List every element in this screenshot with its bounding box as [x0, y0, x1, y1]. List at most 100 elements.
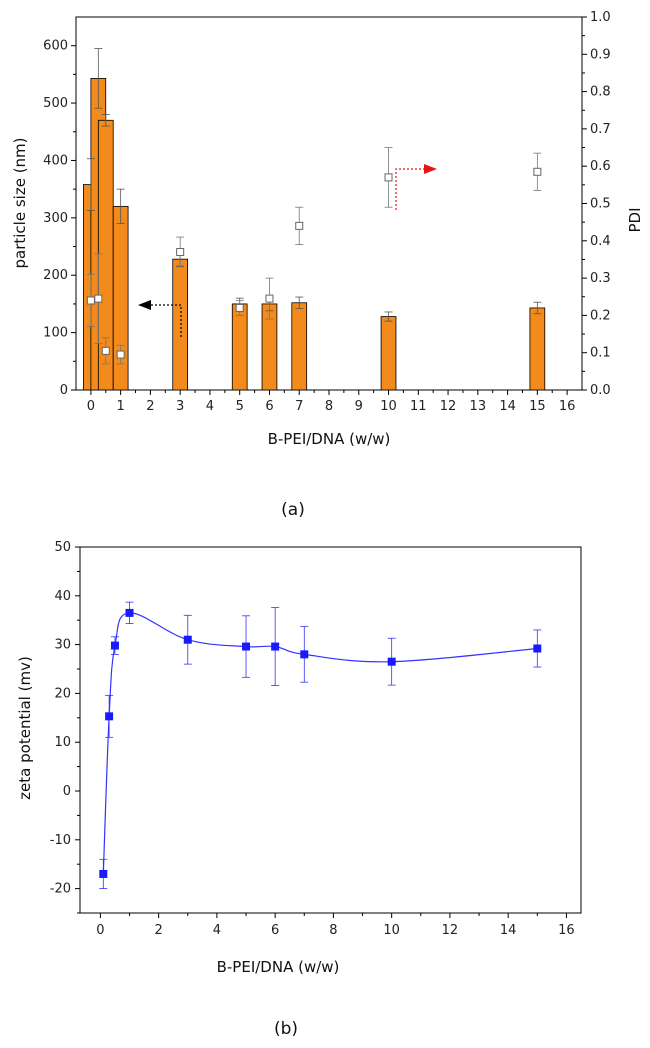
zeta-point [183, 635, 192, 644]
y-tick-label: 20 [54, 686, 71, 701]
zeta-points [99, 608, 542, 878]
y2-tick-label: 0.0 [590, 383, 611, 398]
x-tick-label: 12 [440, 399, 457, 414]
pdi-point [86, 296, 95, 305]
y-tick-label: -20 [50, 882, 71, 897]
panel-a-y-axis-label: particle size (nm) [11, 137, 29, 268]
x-tick-label: 16 [559, 399, 576, 414]
panel-b-x-axis-label: B-PEI/DNA (w/w) [217, 958, 340, 976]
panel-b-x-ticks: 0 2 4 6 8 10 12 14 16 [96, 913, 575, 938]
panel-a-plot-frame [75, 16, 583, 391]
particle-size-bars [83, 78, 546, 391]
zeta-fit-curve [102, 612, 538, 874]
x-tick-label: 8 [329, 923, 337, 938]
x-tick-label: 14 [499, 399, 516, 414]
panel-a-x-ticks: 0 1 2 3 4 5 6 7 8 9 10 11 12 13 14 15 16 [87, 390, 576, 414]
y-tick-label: 0 [63, 784, 71, 799]
zeta-point [125, 608, 134, 617]
zeta-point [105, 712, 114, 721]
right-axis-arrow [395, 164, 437, 210]
pdi-point [116, 350, 125, 359]
particle-size-bar [529, 307, 546, 391]
zeta-point [533, 644, 542, 653]
y-tick-label: -10 [50, 833, 71, 848]
x-tick-label: 2 [155, 923, 163, 938]
panel-b-plot-frame [79, 546, 582, 914]
x-tick-label: 11 [410, 399, 427, 414]
panel-a: 0 1 2 3 4 5 6 7 8 9 10 11 12 13 14 15 16 010020030040050… [11, 10, 644, 520]
x-tick-label: 5 [236, 399, 244, 414]
left-arrow-head [138, 300, 151, 310]
x-tick-label: 6 [271, 923, 279, 938]
pdi-points [86, 147, 542, 365]
y2-tick-label: 0.6 [590, 159, 611, 174]
panel-a-y2-axis-label: PDI [626, 207, 644, 232]
pdi-point [235, 303, 244, 312]
y2-tick-label: 0.7 [590, 122, 611, 137]
y2-tick-label: 0.2 [590, 308, 611, 323]
pdi-point [265, 294, 274, 303]
pdi-point [101, 346, 110, 355]
x-tick-label: 6 [265, 399, 273, 414]
panel-a-left-ticks: 0 100 200 300 400 500 600 [43, 39, 76, 398]
zeta-error-bars [99, 601, 542, 889]
y-tick-label: 0 [60, 383, 68, 398]
y2-tick-label: 0.9 [590, 47, 611, 62]
panel-b-y-ticks: -20 -10 0 10 20 30 40 50 [50, 540, 80, 914]
x-tick-label: 7 [295, 399, 303, 414]
particle-size-bar [291, 302, 308, 391]
y-tick-label: 50 [54, 540, 71, 555]
particle-size-error-bars [86, 48, 542, 322]
right-arrow-head [424, 164, 437, 174]
x-tick-label: 4 [213, 923, 221, 938]
x-tick-label: 10 [383, 923, 400, 938]
zeta-point [99, 869, 108, 878]
zeta-point [300, 650, 309, 659]
right-arrow-line [395, 168, 428, 210]
x-tick-label: 0 [87, 399, 95, 414]
zeta-point [242, 642, 251, 651]
x-tick-label: 8 [325, 399, 333, 414]
y-tick-label: 30 [54, 638, 71, 653]
y-tick-label: 300 [43, 211, 68, 226]
zeta-point [110, 641, 119, 650]
zeta-point [387, 657, 396, 666]
left-axis-arrow [138, 300, 182, 337]
y2-tick-label: 0.8 [590, 85, 611, 100]
y2-tick-label: 0.1 [590, 346, 611, 361]
pdi-point [384, 173, 393, 182]
y-tick-label: 600 [43, 39, 68, 54]
x-tick-label: 2 [146, 399, 154, 414]
particle-size-bar [380, 316, 397, 391]
y2-tick-label: 0.3 [590, 271, 611, 286]
x-tick-label: 1 [117, 399, 125, 414]
x-tick-label: 16 [558, 923, 575, 938]
x-tick-label: 4 [206, 399, 214, 414]
x-tick-label: 15 [529, 399, 546, 414]
y2-tick-label: 1.0 [590, 10, 611, 25]
y-tick-label: 40 [54, 589, 71, 604]
panel-a-x-axis-label: B-PEI/DNA (w/w) [268, 430, 391, 448]
x-tick-label: 10 [380, 399, 397, 414]
y-tick-label: 400 [43, 153, 68, 168]
particle-size-bar [172, 258, 189, 391]
pdi-point [533, 167, 542, 176]
y-tick-label: 100 [43, 326, 68, 341]
x-tick-label: 14 [500, 923, 517, 938]
x-tick-label: 0 [96, 923, 104, 938]
panel-b-y-axis-label: zeta potential (mv) [16, 656, 34, 800]
y2-tick-label: 0.4 [590, 234, 611, 249]
y-tick-label: 10 [54, 735, 71, 750]
zeta-point [271, 642, 280, 651]
y-tick-label: 500 [43, 96, 68, 111]
particle-size-bar [231, 303, 248, 391]
pdi-point [295, 221, 304, 230]
pdi-point [94, 294, 103, 303]
y2-tick-label: 0.5 [590, 197, 611, 212]
panel-a-right-ticks: 0.0 0.1 0.2 0.3 0.4 0.5 0.6 0.7 0.8 0.9 1.0 [582, 10, 611, 398]
pdi-point [176, 247, 185, 256]
panel-b-caption: (b) [274, 1019, 298, 1039]
panel-b: 0 2 4 6 8 10 12 14 16 -20 -10 0 10 20 30 40 50 B-PEI/DN… [16, 540, 582, 1039]
x-tick-label: 12 [442, 923, 459, 938]
